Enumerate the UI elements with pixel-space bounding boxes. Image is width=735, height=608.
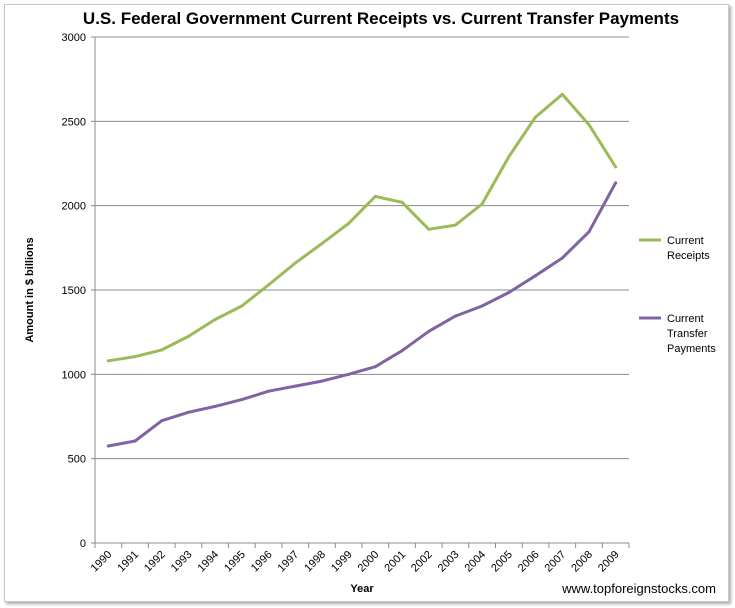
data-point	[106, 359, 110, 363]
data-point	[480, 304, 484, 308]
x-tick-label: 2002	[409, 549, 435, 575]
y-tick-label: 1500	[62, 285, 86, 297]
x-tick-label: 1992	[142, 549, 168, 575]
data-point	[106, 444, 110, 448]
data-point	[614, 181, 618, 185]
data-point	[267, 283, 271, 287]
data-point	[213, 318, 217, 322]
x-tick-label: 2007	[543, 549, 569, 575]
x-tick-label: 2005	[489, 549, 515, 575]
data-point	[373, 365, 377, 369]
chart-title: U.S. Federal Government Current Receipts…	[83, 9, 679, 28]
data-point	[133, 439, 137, 443]
gridlines	[95, 36, 629, 460]
data-point	[400, 349, 404, 353]
data-point	[347, 372, 351, 376]
y-tick-label: 500	[68, 454, 86, 466]
data-point	[560, 92, 564, 96]
x-tick-label: 2006	[516, 549, 542, 575]
legend-label: Transfer	[667, 328, 708, 340]
x-tick-label: 1995	[222, 549, 248, 575]
data-point	[320, 379, 324, 383]
data-point	[560, 256, 564, 260]
data-point	[614, 165, 618, 169]
data-point	[587, 230, 591, 234]
data-point	[347, 221, 351, 225]
series-lines	[106, 92, 618, 448]
x-tick-label: 1991	[115, 549, 141, 575]
data-point	[293, 261, 297, 265]
data-point	[453, 314, 457, 318]
x-tick-labels: 1990 1991 1992 1993 1994 1995 1996 1997 1998 1999…	[89, 549, 622, 575]
x-tick-label: 1994	[195, 549, 221, 575]
y-axis-title: Amount in $ billions	[24, 237, 36, 342]
y-tick-labels: 0 500 1000 1500 2000 2500 3000	[62, 32, 86, 550]
x-tick-label: 2003	[436, 549, 462, 575]
x-tick-label: 1990	[89, 549, 115, 575]
data-point	[480, 202, 484, 206]
data-point	[373, 194, 377, 198]
data-point	[507, 291, 511, 295]
data-point	[534, 115, 538, 119]
data-point	[160, 419, 164, 423]
data-point	[213, 404, 217, 408]
legend-label: Current	[667, 235, 704, 247]
data-point	[507, 155, 511, 159]
y-tick-label: 0	[80, 538, 86, 550]
x-tick-label: 2008	[569, 549, 595, 575]
data-point	[240, 304, 244, 308]
x-tick-label: 1997	[276, 549, 302, 575]
y-tick-label: 3000	[62, 32, 86, 44]
y-tick-label: 1000	[62, 369, 86, 381]
data-point	[160, 348, 164, 352]
data-point	[427, 227, 431, 231]
legend-label: Receipts	[667, 250, 710, 262]
x-tick-label: 1996	[249, 549, 275, 575]
y-tick-label: 2500	[62, 116, 86, 128]
legend-label: Payments	[667, 343, 716, 355]
x-tick-label: 2001	[382, 549, 408, 575]
x-tick-label: 2004	[462, 549, 488, 575]
data-point	[267, 389, 271, 393]
x-tick-label: 2009	[596, 549, 622, 575]
data-point	[587, 123, 591, 127]
y-tick-label: 2000	[62, 201, 86, 213]
x-tick-label: 1998	[302, 549, 328, 575]
x-axis-title: Year	[350, 583, 374, 595]
data-point	[186, 334, 190, 338]
data-point	[186, 410, 190, 414]
data-point	[240, 398, 244, 402]
axes	[91, 36, 630, 548]
chart-frame	[4, 4, 729, 602]
data-point	[400, 200, 404, 204]
data-point	[293, 384, 297, 388]
x-tick-label: 2000	[356, 549, 382, 575]
data-point	[534, 274, 538, 278]
series-line-current-receipts	[106, 92, 618, 363]
data-point	[320, 242, 324, 246]
data-point	[427, 329, 431, 333]
legend-label: Current	[667, 313, 704, 325]
series-line-current-transfer-payments	[106, 181, 618, 448]
data-point	[453, 223, 457, 227]
source-watermark: www.topforeignstocks.com	[561, 581, 716, 596]
data-point	[133, 355, 137, 359]
x-tick-label: 1993	[169, 549, 195, 575]
x-tick-label: 1999	[329, 549, 355, 575]
legend: Current Receipts Current Transfer Payments	[639, 235, 716, 355]
